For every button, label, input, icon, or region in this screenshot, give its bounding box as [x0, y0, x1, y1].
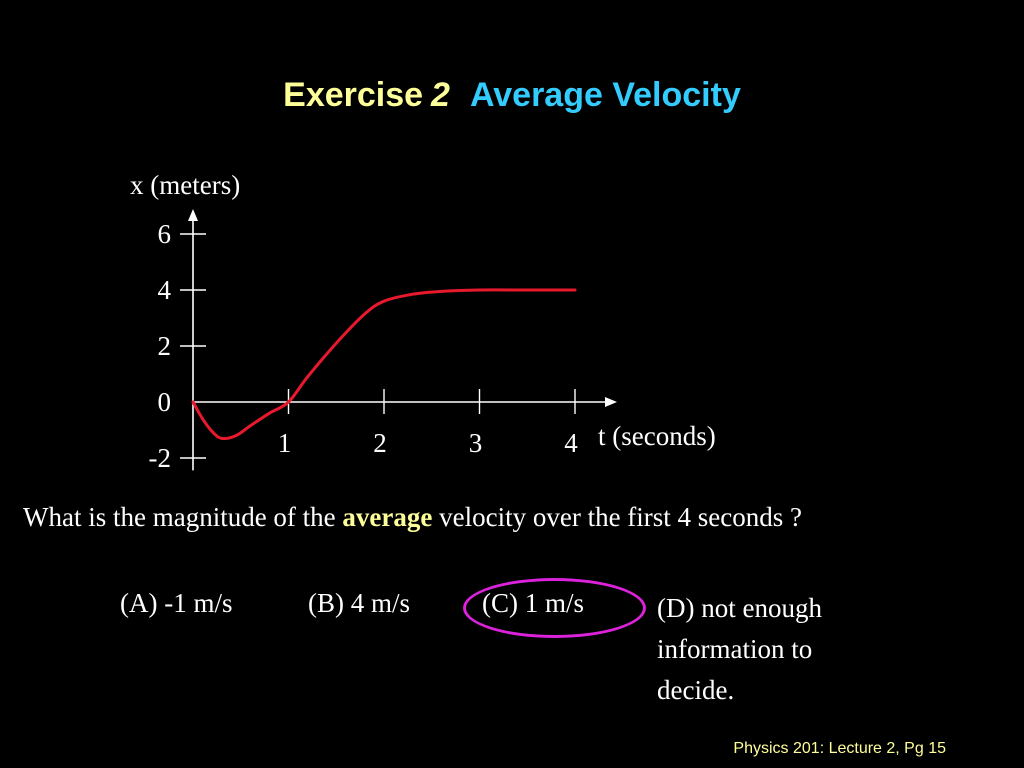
- choice-b[interactable]: (B) 4 m/s: [308, 588, 411, 618]
- x-axis-label: t (seconds): [598, 421, 716, 451]
- y-tick-label: 6: [158, 219, 172, 249]
- footer-text: Physics 201: Lecture 2, Pg 15: [733, 740, 946, 757]
- y-tick-label: 0: [158, 387, 172, 417]
- title-exercise: Exercise: [283, 76, 424, 114]
- choice-a[interactable]: (A) -1 m/s: [120, 588, 233, 618]
- title-number: 2: [431, 76, 450, 114]
- y-axis-label: x (meters): [130, 170, 240, 200]
- x-tick-label: 3: [469, 428, 483, 458]
- title-topic: Average Velocity: [469, 76, 741, 114]
- position-curve: [191, 288, 577, 441]
- choice-d[interactable]: (D) not enough information to decide.: [657, 593, 822, 705]
- y-axis-arrow: [188, 209, 198, 221]
- x-tick-label: 4: [564, 428, 578, 458]
- question-text: What is the magnitude of the average vel…: [23, 502, 1013, 533]
- y-tick-label: -2: [149, 443, 172, 473]
- x-tick-label: 2: [373, 428, 387, 458]
- choice-c[interactable]: (C) 1 m/s: [482, 588, 585, 618]
- slide-title: Exercise 2 Average Velocity: [0, 76, 1024, 115]
- y-tick-label: 4: [158, 275, 172, 305]
- question-after: velocity over the first 4 seconds ?: [432, 502, 803, 532]
- x-tick-label: 1: [278, 428, 292, 458]
- answer-highlight-circle: [463, 578, 646, 638]
- x-axis-arrow: [605, 397, 617, 407]
- question-before: What is the magnitude of the: [23, 502, 343, 532]
- y-tick-label: 2: [158, 331, 172, 361]
- question-emphasis: average: [342, 502, 433, 532]
